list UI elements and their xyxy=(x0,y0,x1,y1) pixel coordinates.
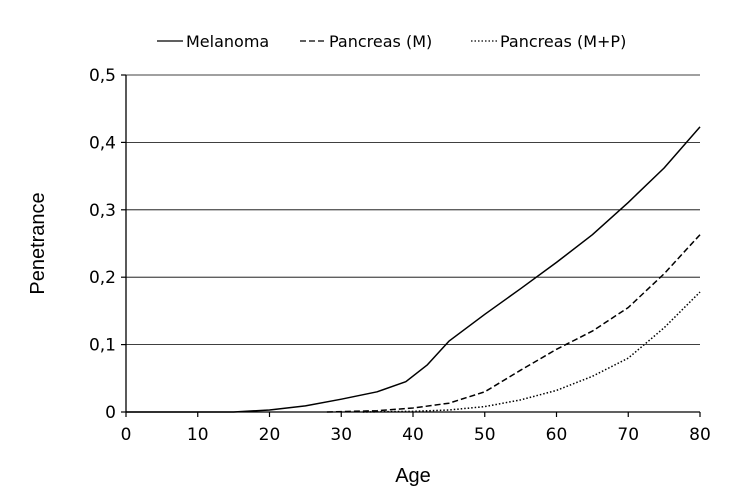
x-tick-label: 30 xyxy=(330,425,352,445)
x-tick-label: 40 xyxy=(402,425,424,445)
y-tick-label: 0 xyxy=(105,403,116,423)
y-axis-ticks: 0 0,1 0,2 0,3 0,4 0,5 xyxy=(89,66,126,423)
legend-label-2: Pancreas (M) xyxy=(329,32,432,51)
x-axis-ticks: 0 10 20 30 40 50 60 70 80 xyxy=(121,412,711,445)
legend: Melanoma Pancreas (M) Pancreas (M+P) xyxy=(157,32,626,51)
y-tick-label: 0,1 xyxy=(89,336,116,356)
x-tick-label: 10 xyxy=(187,425,209,445)
x-tick-label: 0 xyxy=(121,425,132,445)
legend-label-3: Pancreas (M+P) xyxy=(500,32,626,51)
y-axis-title: Penetrance xyxy=(27,192,49,294)
y-tick-label: 0,2 xyxy=(89,268,116,288)
y-tick-label: 0,3 xyxy=(89,201,116,221)
x-tick-label: 80 xyxy=(689,425,711,445)
series-line-1 xyxy=(126,126,701,413)
y-tick-label: 0,4 xyxy=(89,133,116,153)
gridlines xyxy=(126,74,700,346)
x-tick-label: 60 xyxy=(546,425,568,445)
x-tick-label: 70 xyxy=(617,425,639,445)
y-tick-label: 0,5 xyxy=(89,66,116,86)
series-line-3 xyxy=(362,291,701,413)
x-axis-title: Age xyxy=(395,465,431,487)
series-line-2 xyxy=(326,234,701,413)
x-tick-label: 50 xyxy=(474,425,496,445)
axes xyxy=(125,75,700,413)
series-layer xyxy=(126,126,701,413)
legend-label-1: Melanoma xyxy=(186,32,269,51)
x-tick-label: 20 xyxy=(259,425,281,445)
